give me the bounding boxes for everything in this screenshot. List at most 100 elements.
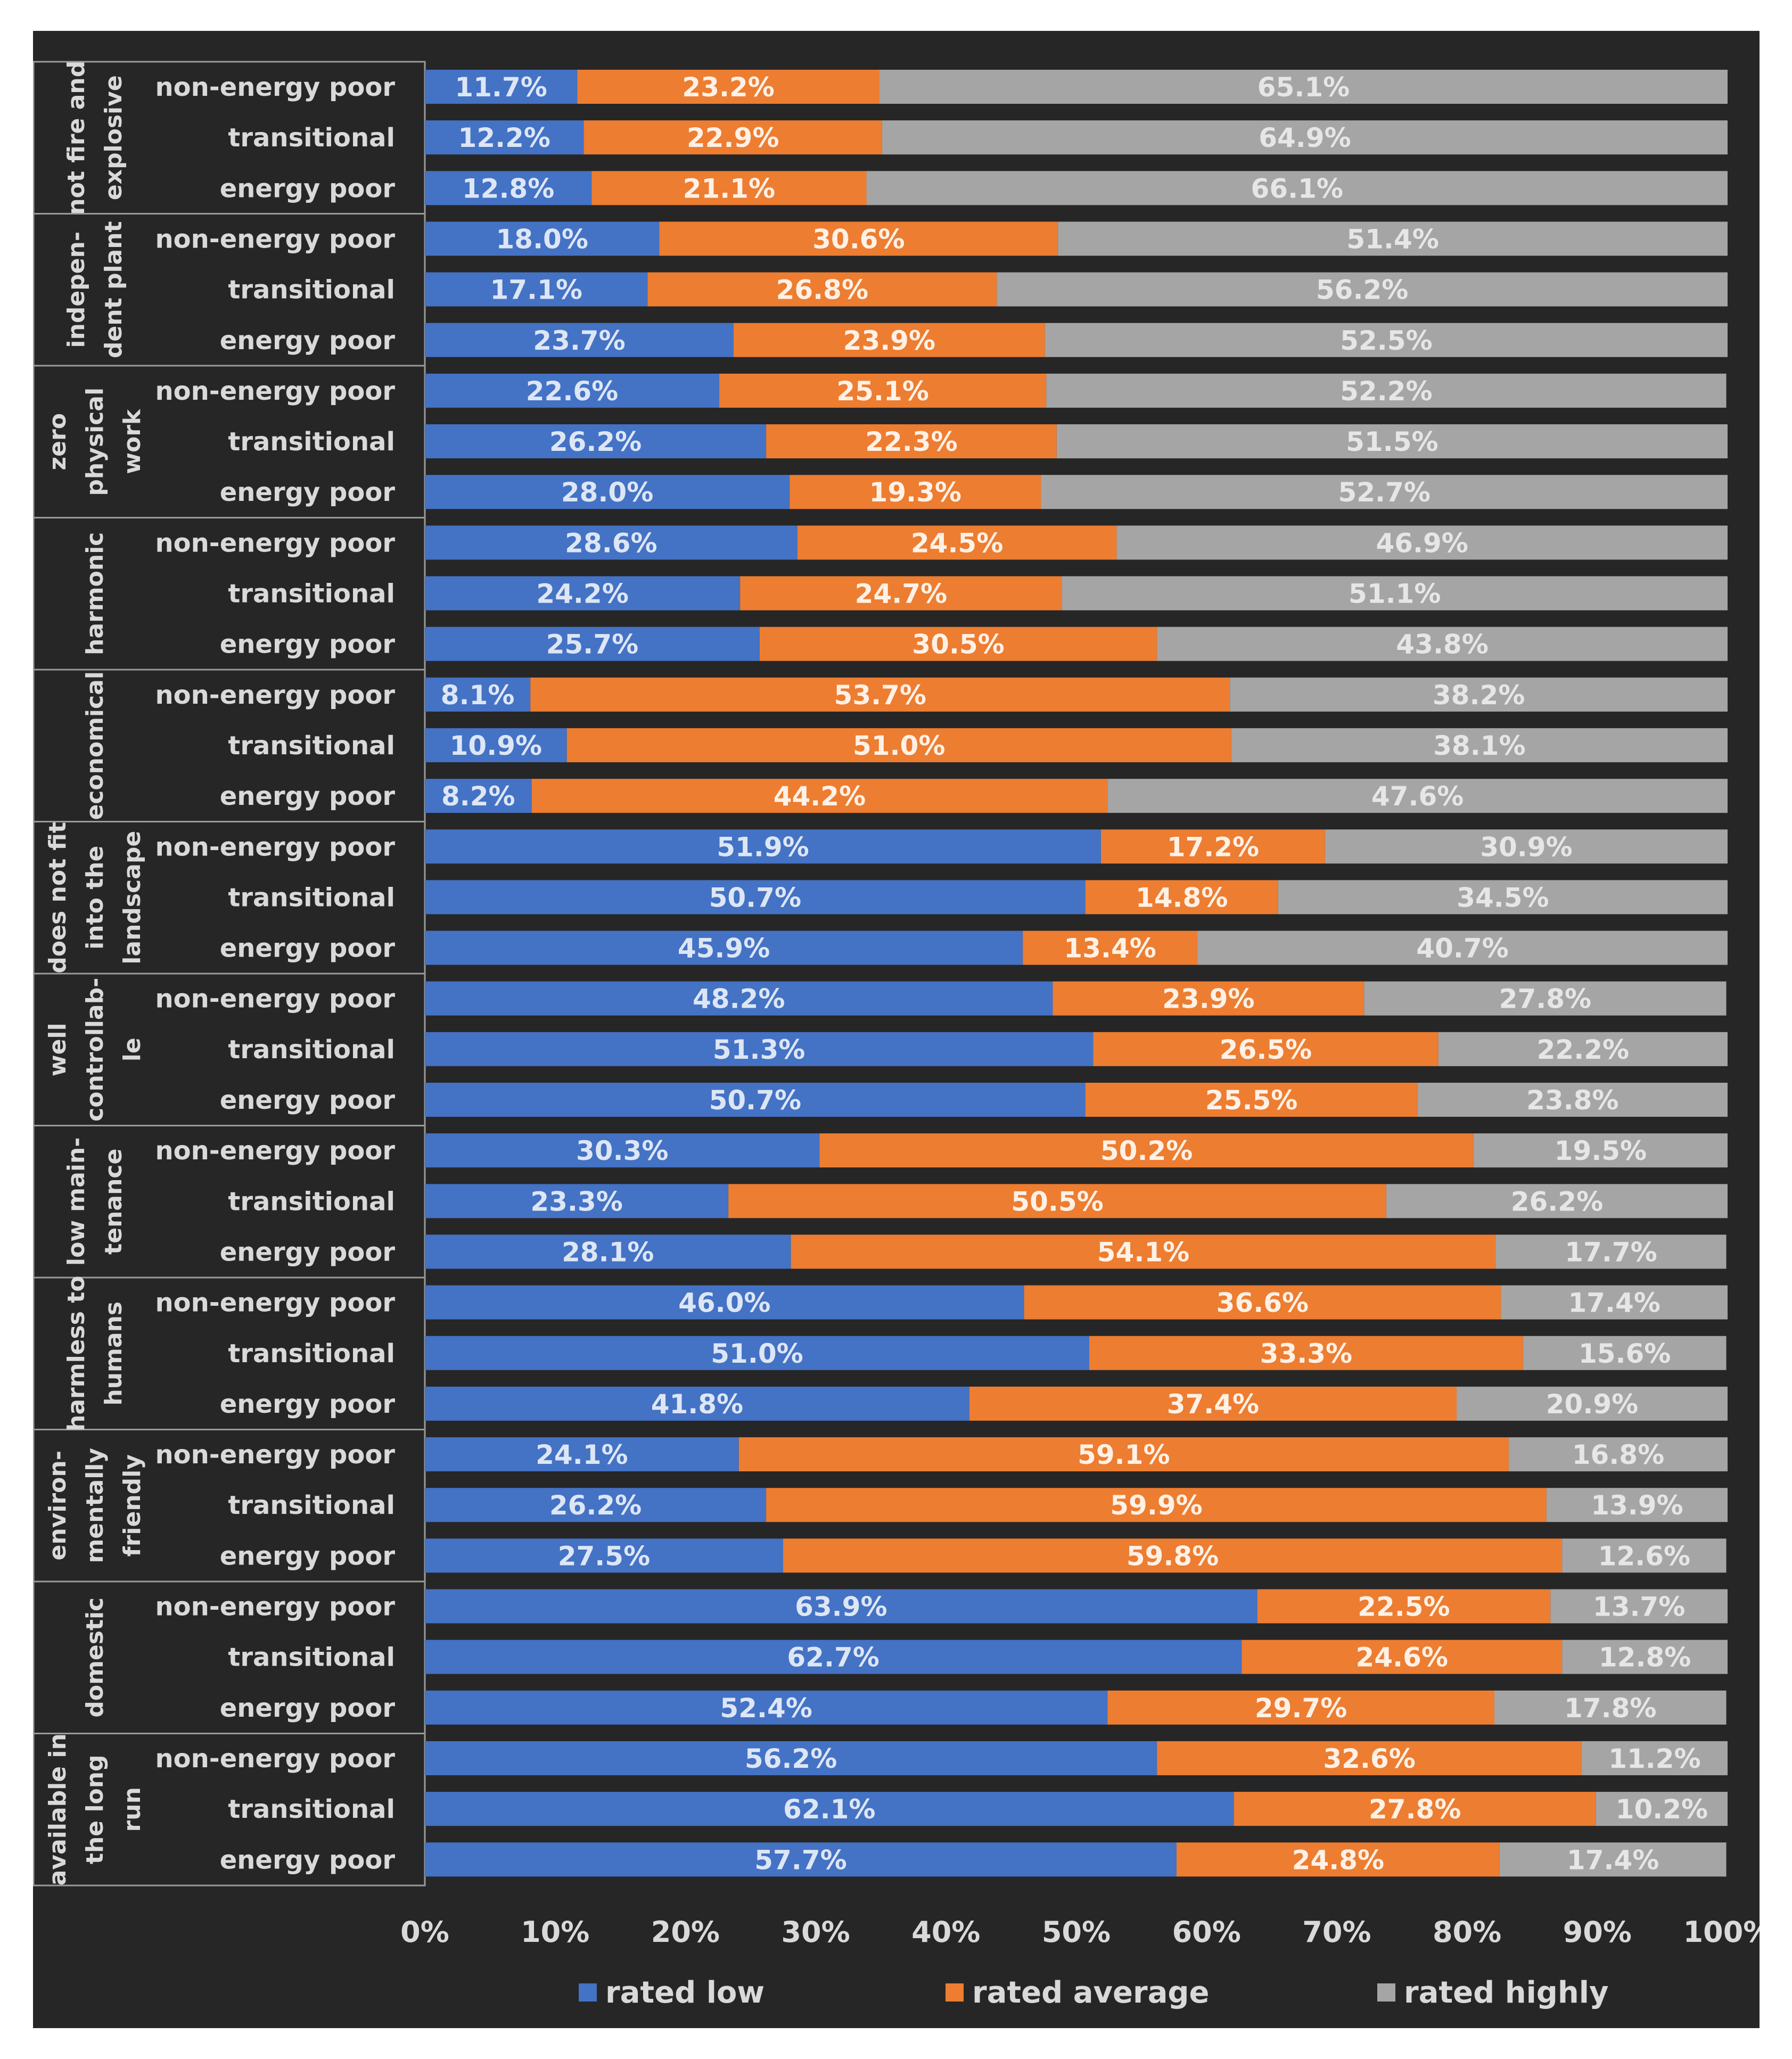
data-label: 12.8% <box>462 173 554 204</box>
data-label: 50.5% <box>1011 1186 1103 1217</box>
category-label: transitional <box>228 275 395 305</box>
data-label: 23.9% <box>843 325 935 356</box>
category-label: non-energy poor <box>155 1288 395 1318</box>
bar-segment-rated-highly <box>1562 1538 1727 1573</box>
group-label-line: economical <box>81 671 109 820</box>
category-label: energy poor <box>220 174 396 203</box>
category-label: transitional <box>228 1490 395 1520</box>
data-label: 24.6% <box>1356 1642 1448 1673</box>
data-label: 26.5% <box>1220 1034 1312 1065</box>
data-label: 26.2% <box>549 1490 642 1521</box>
bar-segment-rated-average <box>790 475 1041 509</box>
bar-row-does-not-fit-into-the-landscape-non-energy-poor: non-energy poor 51.9% 17.2% 30.9% <box>155 829 1728 864</box>
data-label: 51.5% <box>1346 426 1438 457</box>
category-label: non-energy poor <box>155 1744 395 1774</box>
bar-segment-rated-average <box>969 1386 1457 1421</box>
bar-segment-rated-highly <box>1157 627 1728 661</box>
category-label: energy poor <box>220 781 396 811</box>
category-label: energy poor <box>220 1085 396 1115</box>
data-label: 22.6% <box>526 376 618 407</box>
category-label: transitional <box>228 123 395 153</box>
group-label-line: le <box>119 1037 146 1061</box>
data-label: 13.9% <box>1591 1490 1683 1521</box>
bar-row-low-main-tenance-non-energy-poor: non-energy poor 30.3% 50.2% 19.5% <box>155 1133 1728 1168</box>
data-label: 11.7% <box>455 72 547 103</box>
data-label: 21.1% <box>683 173 775 204</box>
bar-segment-rated-average <box>738 1437 1509 1472</box>
x-tick-label: 30% <box>781 1915 850 1949</box>
group-label-line: tenance <box>100 1149 127 1255</box>
bar-row-available-in-the-long-run-non-energy-poor: non-energy poor 56.2% 32.6% 11.2% <box>155 1741 1728 1775</box>
group-label-indepen-dent-plant: indepen-dent plant <box>63 221 127 358</box>
data-label: 26.8% <box>776 275 868 306</box>
bar-row-indepen-dent-plant-non-energy-poor: non-energy poor 18.0% 30.6% 51.4% <box>155 221 1728 256</box>
legend-label: rated average <box>972 1975 1209 2010</box>
x-axis: 0% 10% 20% 30% 40% 50% 60% 70% 80% 90% 100% <box>400 1915 1760 1949</box>
group-label-line: run <box>119 1787 146 1832</box>
group-label-harmonic: harmonic <box>81 532 109 655</box>
data-label: 56.2% <box>1316 275 1408 306</box>
legend-swatch <box>1377 1983 1395 2002</box>
chart-panel: not fire and explosive non-energy poor 11.7… <box>33 31 1760 2028</box>
bar-segment-rated-highly <box>1499 1842 1727 1877</box>
data-label: 24.1% <box>536 1439 628 1470</box>
bar-segment-rated-low <box>425 1741 1157 1775</box>
bar-segment-rated-low <box>425 171 592 205</box>
group-label-economical: economical <box>81 671 109 820</box>
bar-segment-rated-highly <box>1473 1133 1728 1168</box>
bar-row-zero-physical-work-energy-poor: energy poor 28.0% 19.3% 52.7% <box>220 475 1728 509</box>
bar-segment-rated-highly <box>1041 475 1728 509</box>
group-label-line: low main- <box>63 1138 90 1266</box>
data-label: 52.7% <box>1338 477 1430 508</box>
bar-segment-rated-highly <box>1230 677 1728 712</box>
bar-segment-rated-average <box>1242 1640 1563 1674</box>
bar-segment-rated-highly <box>882 120 1728 155</box>
data-label: 18.0% <box>496 224 588 254</box>
data-label: 51.1% <box>1349 579 1441 610</box>
data-label: 19.3% <box>869 477 961 508</box>
bar-segment-rated-low <box>425 1437 739 1472</box>
group-label-well-controllab-le: well controllab-le <box>44 978 146 1122</box>
x-tick-label: 90% <box>1563 1915 1632 1949</box>
bar-row-harmonic-transitional: transitional 24.2% 24.7% 51.1% <box>228 576 1728 611</box>
data-label: 15.6% <box>1579 1338 1671 1369</box>
data-label: 43.8% <box>1396 629 1488 660</box>
category-label: non-energy poor <box>155 984 395 1014</box>
bar-row-well-controllab-le-transitional: transitional 51.3% 26.5% 22.2% <box>228 1032 1728 1066</box>
category-label: energy poor <box>220 326 396 356</box>
data-label: 51.4% <box>1346 224 1438 254</box>
bar-segment-rated-average <box>577 70 880 104</box>
data-label: 25.5% <box>1205 1085 1297 1116</box>
data-label: 36.6% <box>1216 1288 1309 1319</box>
bar-segment-rated-average <box>1023 930 1198 965</box>
x-tick-label: 40% <box>911 1915 980 1949</box>
legend-item-rated-low: rated low <box>579 1975 765 2010</box>
bar-segment-rated-highly <box>1058 221 1728 256</box>
data-label: 12.6% <box>1598 1541 1690 1571</box>
bar-segment-rated-average <box>1089 1336 1523 1370</box>
data-label: 28.6% <box>565 528 657 558</box>
bar-segment-rated-average <box>566 728 1231 762</box>
data-label: 30.6% <box>812 224 905 254</box>
category-label: non-energy poor <box>155 528 395 558</box>
data-label: 16.8% <box>1572 1439 1664 1470</box>
bar-segment-rated-average <box>1085 880 1278 915</box>
bar-segment-rated-highly <box>1457 1386 1728 1421</box>
bar-row-not-fire-and-explosive-energy-poor: energy poor 12.8% 21.1% 66.1% <box>220 171 1728 205</box>
bar-row-harmonic-energy-poor: energy poor 25.7% 30.5% 43.8% <box>220 627 1728 661</box>
data-label: 51.0% <box>853 730 945 761</box>
bar-segment-rated-average <box>766 424 1057 459</box>
bar-row-harmless-to-humans-transitional: transitional 51.0% 33.3% 15.6% <box>228 1336 1727 1370</box>
data-label: 50.7% <box>709 882 801 913</box>
data-label: 28.0% <box>561 477 653 508</box>
legend-swatch <box>946 1983 964 2002</box>
data-label: 13.4% <box>1064 933 1156 964</box>
group-label-line: controllab- <box>81 978 109 1122</box>
category-label: energy poor <box>220 630 396 660</box>
bar-segment-rated-low <box>425 1032 1094 1066</box>
data-label: 59.9% <box>1110 1490 1202 1521</box>
data-label: 17.2% <box>1167 831 1259 862</box>
data-label: 22.9% <box>687 122 779 153</box>
bar-segment-rated-low <box>425 981 1053 1016</box>
group-label-line: into the <box>81 846 109 950</box>
